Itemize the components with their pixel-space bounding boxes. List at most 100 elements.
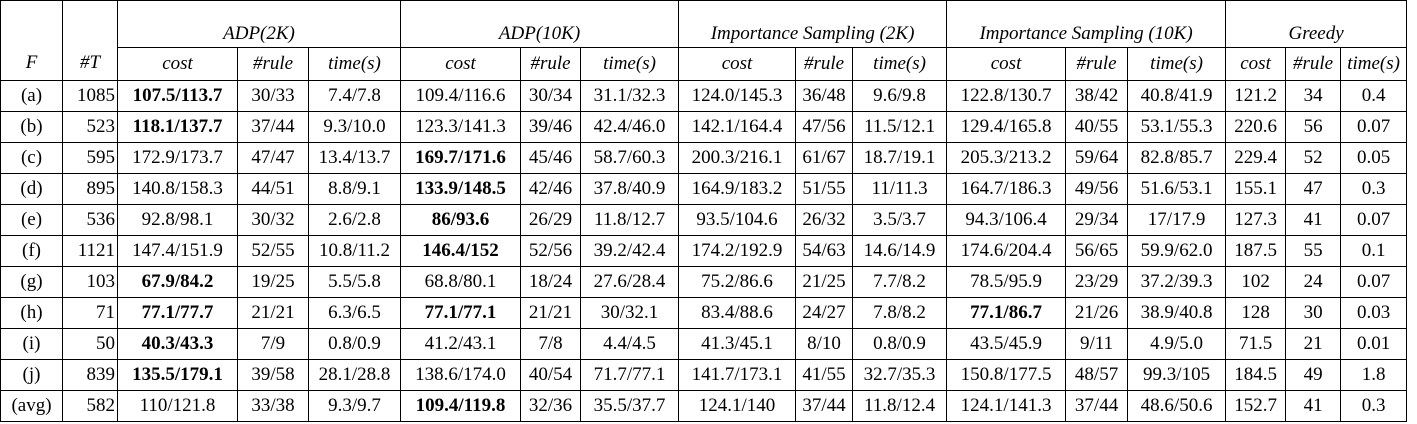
table-cell: 107.5/113.7: [117, 80, 238, 112]
table-cell: 24/27: [795, 297, 854, 329]
table-cell: 141.7/173.1: [678, 359, 797, 391]
table-cell: 42.4/46.0: [580, 111, 680, 143]
table-cell: 68.8/80.1: [400, 266, 522, 298]
table-row: (h) 71 77.1/77.7 21/21 6.3/6.5 77.1/77.1 21/21…: [0, 297, 1408, 329]
column-header: cost: [117, 47, 238, 81]
t-header: #T: [62, 0, 118, 81]
table-cell: 0.8/0.9: [852, 328, 948, 360]
table-cell: 11.8/12.7: [580, 204, 680, 236]
table-cell: 109.4/116.6: [400, 80, 522, 112]
table-cell: 523: [62, 111, 118, 143]
row-label: (e): [0, 204, 63, 236]
table-cell: 140.8/158.3: [117, 173, 238, 205]
row-label: (g): [0, 266, 63, 298]
table-cell: 0.4: [1340, 80, 1408, 112]
table-cell: 1121: [62, 235, 118, 267]
table-cell: 37.8/40.9: [580, 173, 680, 205]
table-cell: 123.3/141.3: [400, 111, 522, 143]
table-cell: 0.3: [1340, 390, 1408, 422]
table-cell: 19/25: [237, 266, 309, 298]
table-cell: 32/36: [520, 390, 582, 422]
table-cell: 7/8: [520, 328, 582, 360]
table-cell: 10.8/11.2: [307, 235, 402, 267]
table-cell: 0.07: [1340, 204, 1408, 236]
table-cell: 121.2: [1225, 80, 1287, 112]
column-header: time(s): [852, 47, 948, 81]
table-cell: 41: [1285, 204, 1342, 236]
table-cell: 11/11.3: [852, 173, 948, 205]
table-cell: 135.5/179.1: [117, 359, 238, 391]
table-cell: 75.2/86.6: [678, 266, 797, 298]
table-cell: 47: [1285, 173, 1342, 205]
group-header: ADP(10K): [400, 0, 680, 48]
table-cell: 9/11: [1065, 328, 1129, 360]
table-cell: 155.1: [1225, 173, 1287, 205]
table-cell: 40/55: [1065, 111, 1129, 143]
table-cell: 102: [1225, 266, 1287, 298]
table-cell: 152.7: [1225, 390, 1287, 422]
table-cell: 40/54: [520, 359, 582, 391]
table-cell: 200.3/216.1: [678, 142, 797, 174]
table-cell: 14.6/14.9: [852, 235, 948, 267]
table-cell: 536: [62, 204, 118, 236]
table-cell: 21: [1285, 328, 1342, 360]
table-cell: 58.7/60.3: [580, 142, 680, 174]
table-cell: 39/58: [237, 359, 309, 391]
table-cell: 67.9/84.2: [117, 266, 238, 298]
table-cell: 44/51: [237, 173, 309, 205]
group-header: Importance Sampling (10K): [946, 0, 1227, 48]
table-cell: 9.6/9.8: [852, 80, 948, 112]
column-header: time(s): [580, 47, 680, 81]
table-cell: 29/34: [1065, 204, 1129, 236]
table-cell: 47/56: [795, 111, 854, 143]
table-cell: 8/10: [795, 328, 854, 360]
table-row: (b) 523 118.1/137.7 37/44 9.3/10.0 123.3/141.…: [0, 111, 1408, 143]
table-cell: 133.9/148.5: [400, 173, 522, 205]
table-cell: 92.8/98.1: [117, 204, 238, 236]
table-cell: 55: [1285, 235, 1342, 267]
table-cell: 0.01: [1340, 328, 1408, 360]
row-label: (i): [0, 328, 63, 360]
table-cell: 184.5: [1225, 359, 1287, 391]
row-label: (a): [0, 80, 63, 112]
table-cell: 41: [1285, 390, 1342, 422]
table-cell: 94.3/106.4: [946, 204, 1067, 236]
table-cell: 39/46: [520, 111, 582, 143]
table-cell: 51/55: [795, 173, 854, 205]
table-cell: 18.7/19.1: [852, 142, 948, 174]
table-cell: 21/26: [1065, 297, 1129, 329]
group-header: Importance Sampling (2K): [678, 0, 948, 48]
table-cell: 41.3/45.1: [678, 328, 797, 360]
table-cell: 77.1/86.7: [946, 297, 1067, 329]
table-cell: 23/29: [1065, 266, 1129, 298]
table-cell: 3.5/3.7: [852, 204, 948, 236]
table-head: F #T ADP(2K) ADP(10K) Importance Sampling …: [0, 0, 1408, 81]
table-cell: 220.6: [1225, 111, 1287, 143]
table-cell: 48/57: [1065, 359, 1129, 391]
table-cell: 99.3/105: [1127, 359, 1227, 391]
table-cell: 32.7/35.3: [852, 359, 948, 391]
table-cell: 172.9/173.7: [117, 142, 238, 174]
table-cell: 13.4/13.7: [307, 142, 402, 174]
table-cell: 27.6/28.4: [580, 266, 680, 298]
column-header: cost: [1225, 47, 1287, 81]
table-cell: 37/44: [237, 111, 309, 143]
table-cell: 21/21: [237, 297, 309, 329]
table-cell: 1.8: [1340, 359, 1408, 391]
table-cell: 40.8/41.9: [1127, 80, 1227, 112]
table-cell: 11.5/12.1: [852, 111, 948, 143]
table-cell: 41.2/43.1: [400, 328, 522, 360]
table-cell: 30/33: [237, 80, 309, 112]
table-cell: 78.5/95.9: [946, 266, 1067, 298]
table-cell: 124.1/141.3: [946, 390, 1067, 422]
table-row: (avg) 582 110/121.8 33/38 9.3/9.7 109.4/119.8…: [0, 390, 1408, 422]
table-cell: 36/48: [795, 80, 854, 112]
table-cell: 110/121.8: [117, 390, 238, 422]
table-cell: 86/93.6: [400, 204, 522, 236]
table-cell: 45/46: [520, 142, 582, 174]
table-cell: 129.4/165.8: [946, 111, 1067, 143]
table-cell: 147.4/151.9: [117, 235, 238, 267]
row-label: (h): [0, 297, 63, 329]
